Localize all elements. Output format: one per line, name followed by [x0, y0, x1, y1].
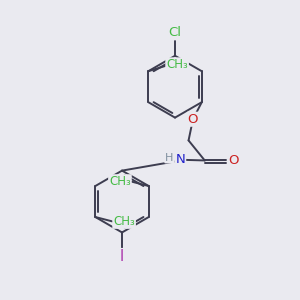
- Text: CH₃: CH₃: [109, 175, 131, 188]
- Text: H: H: [165, 152, 174, 163]
- Text: Cl: Cl: [169, 26, 182, 39]
- Text: O: O: [229, 154, 239, 167]
- Text: O: O: [188, 113, 198, 126]
- Text: N: N: [176, 153, 185, 167]
- Text: CH₃: CH₃: [166, 58, 188, 71]
- Text: CH₃: CH₃: [113, 215, 135, 228]
- Text: I: I: [120, 249, 124, 264]
